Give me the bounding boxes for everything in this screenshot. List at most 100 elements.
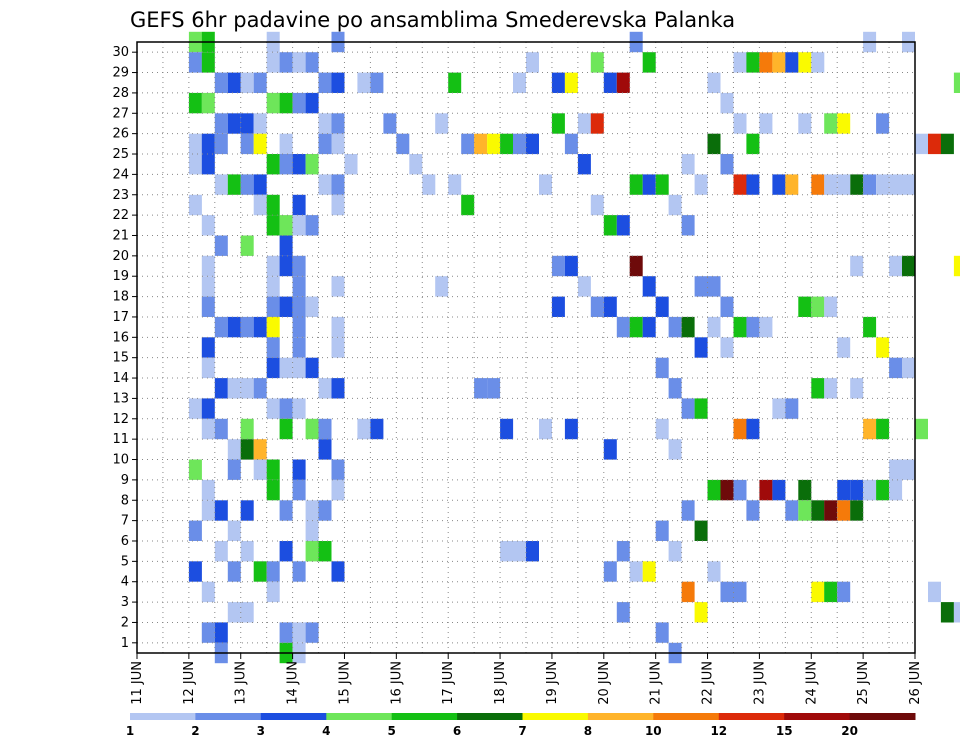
heatmap-cell	[837, 337, 851, 358]
heatmap-cell	[331, 133, 345, 155]
heatmap-cell	[474, 133, 488, 155]
heatmap-cell	[759, 52, 773, 73]
heatmap-cell	[681, 316, 695, 338]
y-tick-label: 22	[112, 208, 129, 223]
y-tick-label: 30	[112, 45, 129, 60]
heatmap-cell	[655, 520, 669, 541]
heatmap-cell	[201, 479, 215, 501]
heatmap-cell	[564, 255, 578, 277]
heatmap-cell	[798, 500, 812, 521]
x-axis-ticks: 11 JUN 12 JUN 13 JUN 14 JUN 15 JUN 16 JUN 17 J…	[130, 653, 923, 705]
heatmap-cell	[811, 378, 825, 399]
heatmap-cell	[214, 235, 228, 256]
heatmap-cell	[863, 316, 877, 338]
heatmap-cell	[526, 52, 539, 73]
heatmap-cell	[188, 194, 202, 216]
heatmap-cell	[733, 316, 747, 338]
colorbar-swatch	[849, 713, 916, 720]
colorbar-label: 20	[841, 724, 858, 738]
heatmap-cell	[214, 113, 228, 134]
heatmap-cell	[616, 215, 630, 236]
x-tick-label: 18 JUN	[493, 661, 508, 705]
heatmap-cell	[253, 194, 267, 216]
colorbar-label: 6	[453, 724, 461, 738]
colorbar-label: 4	[322, 724, 330, 738]
heatmap-cell	[720, 92, 734, 114]
heatmap-cell	[292, 194, 306, 216]
heatmap-cell	[733, 113, 747, 134]
heatmap-cell	[461, 194, 475, 216]
heatmap-cell	[240, 235, 254, 256]
heatmap-cell	[876, 418, 890, 440]
heatmap-cell	[409, 154, 423, 175]
heatmap-cell	[305, 541, 319, 562]
heatmap-cell	[733, 479, 747, 501]
heatmap-cell	[603, 72, 617, 93]
heatmap-cell	[331, 194, 345, 216]
heatmap-cell	[694, 602, 708, 623]
heatmap-cell	[266, 194, 280, 216]
heatmap-cell	[629, 561, 643, 582]
heatmap-cell	[850, 378, 864, 399]
heatmap-cell	[240, 133, 254, 155]
heatmap-cell	[266, 276, 280, 297]
heatmap-cell	[201, 337, 215, 358]
heatmap-cell	[318, 174, 332, 195]
heatmap-cell	[837, 113, 851, 134]
heatmap-cell	[681, 581, 695, 603]
x-tick-label: 26 JUN	[908, 661, 923, 705]
heatmap-cell	[318, 133, 332, 155]
heatmap-cell	[902, 174, 915, 195]
heatmap-cell	[305, 520, 319, 541]
heatmap-cell	[422, 174, 436, 195]
x-tick-label: 25 JUN	[856, 661, 871, 705]
heatmap-cell	[188, 561, 202, 582]
colorbar-label: 10	[645, 724, 662, 738]
heatmap-cell	[253, 174, 267, 195]
heatmap-cell	[318, 378, 332, 399]
heatmap-cells	[188, 31, 960, 664]
heatmap-cell	[227, 113, 241, 134]
colorbar-swatch	[457, 713, 523, 720]
heatmap-cell	[331, 479, 345, 501]
heatmap-cell	[824, 500, 838, 521]
heatmap-cell	[214, 378, 228, 399]
x-tick-label: 11 JUN	[130, 661, 145, 705]
heatmap-cell	[279, 52, 293, 73]
heatmap-cell	[798, 296, 812, 317]
heatmap-cell	[188, 398, 202, 419]
colorbar-label: 1	[126, 724, 134, 738]
heatmap-cell	[201, 133, 215, 155]
heatmap-cell	[331, 276, 345, 297]
heatmap-cell	[240, 541, 254, 562]
heatmap-cell	[940, 133, 954, 155]
colorbar-swatch	[195, 713, 262, 720]
heatmap-cell	[863, 174, 877, 195]
heatmap-cell	[227, 561, 241, 582]
heatmap-cell	[746, 500, 760, 521]
y-tick-label: 25	[112, 147, 129, 162]
heatmap-cell	[266, 92, 280, 114]
heatmap-cell	[305, 52, 319, 73]
heatmap-cell	[240, 113, 254, 134]
heatmap-cell	[513, 541, 526, 562]
colorbar-legend: 1 2 3 4 5 6 7 8 10 12 15 20	[126, 713, 916, 738]
heatmap-cell	[305, 357, 319, 379]
grid-lines	[137, 42, 915, 653]
heatmap-cell	[188, 133, 202, 155]
heatmap-cell	[824, 174, 838, 195]
heatmap-cell	[720, 337, 734, 358]
heatmap-cell	[694, 174, 708, 195]
heatmap-cell	[889, 459, 903, 480]
heatmap-cell	[577, 113, 591, 134]
heatmap-cell	[487, 133, 501, 155]
heatmap-cell	[344, 154, 358, 175]
heatmap-cell	[655, 357, 669, 379]
y-tick-label: 27	[112, 106, 129, 121]
heatmap-cell	[915, 418, 928, 440]
colorbar-swatch	[587, 713, 654, 720]
heatmap-cell	[279, 541, 293, 562]
heatmap-cell	[694, 398, 708, 419]
heatmap-cell	[642, 561, 656, 582]
